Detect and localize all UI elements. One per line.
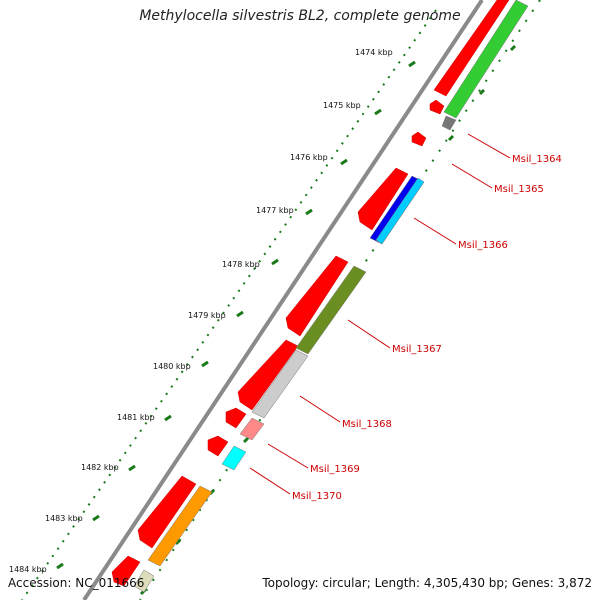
tick-label: 1476 kbp: [290, 153, 328, 162]
gene-label[interactable]: Msil_1365: [494, 184, 544, 195]
cds-arrow[interactable]: [225, 407, 247, 429]
tick-label: 1477 kbp: [256, 206, 294, 215]
tick-label: 1484 kbp: [9, 565, 47, 574]
genome-backbone: [82, 0, 484, 600]
kbp-labels: 1474 kbp 1475 kbp 1476 kbp 1477 kbp 1478…: [9, 48, 393, 574]
gene-label[interactable]: Msil_1370: [292, 491, 342, 502]
gene-label[interactable]: Msil_1367: [392, 344, 442, 355]
tick-label: 1481 kbp: [117, 413, 155, 422]
cds-arrow[interactable]: [207, 435, 229, 457]
tick-label: 1478 kbp: [222, 260, 260, 269]
cds-block[interactable]: [111, 555, 141, 587]
gene-label[interactable]: Msil_1368: [342, 419, 392, 430]
cog-bar-orange[interactable]: [147, 485, 213, 567]
cog-bar-tan[interactable]: [133, 569, 155, 593]
cog-bar-pink[interactable]: [239, 417, 265, 441]
cog-bar-cyan[interactable]: [221, 445, 247, 471]
tick-label: 1480 kbp: [153, 362, 191, 371]
outer-tick-marks: [56, 60, 416, 570]
cog-bar-cyan-edge[interactable]: [375, 177, 425, 245]
outer-ruler: [21, 9, 437, 600]
cog-bars[interactable]: [133, 0, 529, 593]
genome-summary-text: Topology: circular; Length: 4,305,430 bp…: [262, 576, 592, 590]
gene-labels: Msil_1364 Msil_1365 Msil_1366 Msil_1367 …: [292, 154, 562, 502]
cds-arrow[interactable]: [411, 131, 427, 147]
gene-label[interactable]: Msil_1366: [458, 240, 508, 251]
tick-label: 1483 kbp: [45, 514, 83, 523]
tick-label: 1474 kbp: [355, 48, 393, 57]
cds-block[interactable]: [285, 255, 349, 337]
gene-leader-lines: [249, 133, 511, 495]
accession-text: Accession: NC_011666: [8, 576, 145, 590]
cds-block[interactable]: [357, 167, 409, 231]
tick-label: 1475 kbp: [323, 101, 361, 110]
cds-arrow[interactable]: [429, 99, 445, 115]
map-title: Methylocella silvestris BL2, complete ge…: [139, 8, 461, 24]
gene-label[interactable]: Msil_1364: [512, 154, 562, 165]
cog-bar-green[interactable]: [443, 0, 529, 119]
cog-bar-olive[interactable]: [295, 265, 367, 355]
cog-bar-gray[interactable]: [441, 115, 457, 131]
cds-block[interactable]: [137, 475, 197, 549]
cds-block[interactable]: [237, 339, 299, 411]
tick-label: 1479 kbp: [188, 311, 226, 320]
cds-features[interactable]: [111, 0, 510, 587]
gene-label[interactable]: Msil_1369: [310, 464, 360, 475]
tick-label: 1482 kbp: [81, 463, 119, 472]
cog-bar-lightgray[interactable]: [251, 349, 309, 419]
cds-block[interactable]: [433, 0, 510, 97]
